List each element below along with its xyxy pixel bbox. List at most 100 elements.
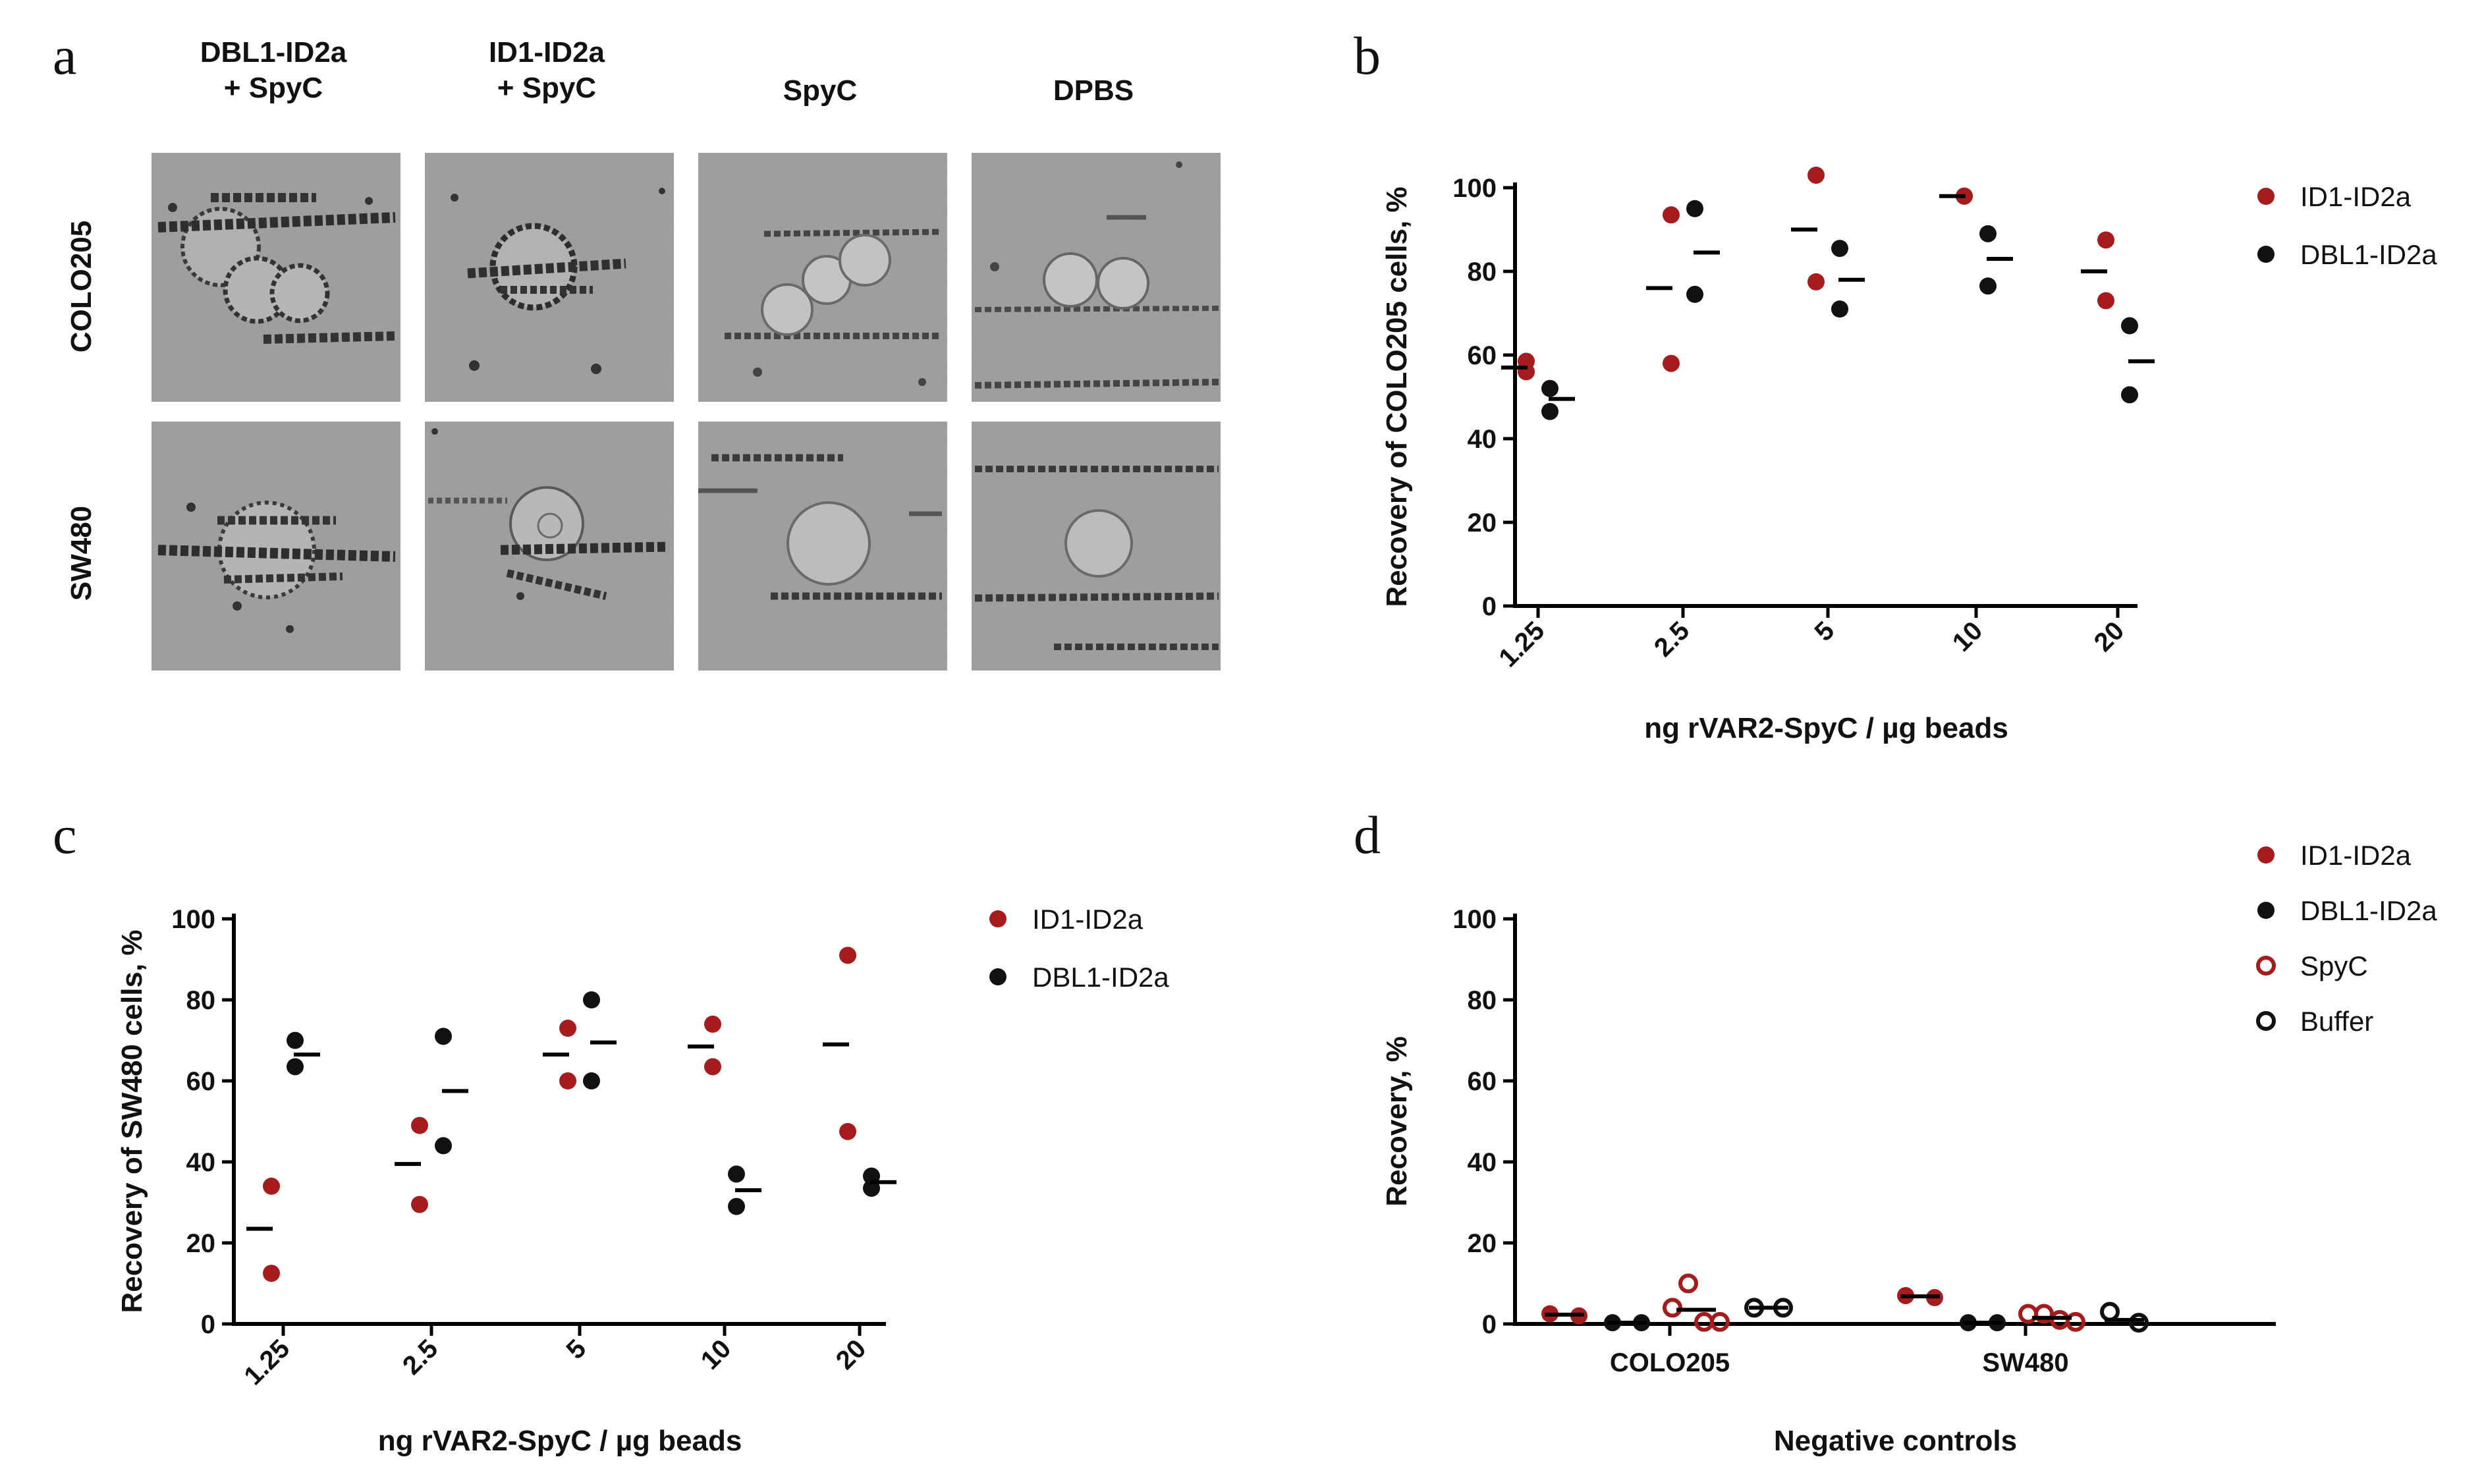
legend-label: DBL1-ID2a — [2300, 895, 2437, 926]
legend-marker — [2256, 956, 2276, 976]
column-title-3: SpyC — [783, 74, 857, 107]
data-point-dbl1-id2a — [435, 1028, 452, 1045]
micrograph-sw480-id1-id2a — [425, 422, 674, 671]
y-tick-label: 60 — [1468, 341, 1497, 370]
data-point-dbl1-id2a — [728, 1165, 745, 1183]
data-point-dbl1-id2a — [1979, 225, 1997, 242]
data-point-id1-id2a — [2097, 292, 2114, 310]
x-tick-label: 2.5 — [1649, 616, 1695, 662]
x-tick-label: 5 — [1809, 616, 1840, 647]
data-point-spyc — [1678, 1273, 1698, 1294]
micrograph-colo205-dpbs — [972, 153, 1221, 402]
svg-text:DBL1-ID2a: DBL1-ID2a — [200, 36, 347, 69]
data-point-dbl1-id2a — [728, 1197, 745, 1215]
legend-label: ID1-ID2a — [2300, 840, 2412, 871]
y-axis-title: Recovery of COLO205 cells, % — [1381, 186, 1413, 607]
y-tick-label: 40 — [186, 1148, 216, 1177]
y-tick-label: 20 — [186, 1229, 216, 1258]
y-tick-label: 80 — [1468, 986, 1497, 1015]
data-point-buffer — [2129, 1313, 2149, 1333]
x-tick-label: SW480 — [1982, 1348, 2068, 1377]
micrograph-sw480-dbl1-id2a — [152, 422, 400, 671]
x-tick-label: 20 — [831, 1334, 872, 1375]
legend-label: ID1-ID2a — [1032, 904, 1144, 935]
data-point-id1-id2a — [704, 1015, 721, 1033]
data-point-id1-id2a — [559, 1020, 576, 1037]
x-axis-title: Negative controls — [1774, 1425, 2017, 1457]
data-point-dbl1-id2a — [1686, 285, 1703, 303]
data-point-spyc — [2066, 1311, 2085, 1332]
legend-marker — [2257, 902, 2275, 919]
data-point-id1-id2a — [1663, 354, 1680, 372]
x-tick-label: 2.5 — [397, 1334, 443, 1380]
data-point-spyc — [1694, 1311, 1714, 1332]
y-tick-label: 60 — [186, 1067, 216, 1096]
panel-a: a DBL1-ID2a + SpyC ID1-ID2a + SpyC SpyC … — [53, 26, 1221, 671]
data-point-id1-id2a — [839, 1122, 856, 1140]
data-point-id1-id2a — [411, 1195, 428, 1213]
legend-marker — [2257, 846, 2275, 864]
data-point-spyc — [2034, 1304, 2054, 1324]
legend-marker — [2257, 246, 2275, 263]
data-point-id1-id2a — [839, 947, 856, 964]
legend-marker — [989, 910, 1007, 927]
data-point-dbl1-id2a — [287, 1031, 304, 1049]
x-tick-label: 10 — [696, 1334, 737, 1375]
y-axis-title: Recovery of SW480 cells, % — [116, 929, 148, 1313]
legend-label: DBL1-ID2a — [1032, 962, 1169, 993]
y-tick-label: 60 — [1468, 1067, 1497, 1096]
x-tick-label: 10 — [1947, 616, 1989, 657]
y-tick-label: 80 — [186, 986, 216, 1015]
y-axis-title: Recovery, % — [1381, 1036, 1413, 1206]
legend-marker — [989, 968, 1007, 985]
column-title-1: DBL1-ID2a + SpyC — [200, 36, 347, 104]
column-title-2: ID1-ID2a + SpyC — [489, 36, 605, 104]
x-tick-label: 1.25 — [1493, 616, 1550, 673]
y-tick-label: 100 — [1452, 905, 1497, 934]
row-label-colo205: COLO205 — [65, 221, 97, 353]
data-point-id1-id2a — [263, 1177, 280, 1195]
y-tick-label: 100 — [1452, 174, 1497, 203]
data-point-buffer — [2100, 1302, 2120, 1322]
data-point-dbl1-id2a — [583, 991, 600, 1008]
micrograph-colo205-dbl1-id2a — [152, 153, 400, 402]
svg-text:DPBS: DPBS — [1053, 74, 1134, 107]
legend-label: DBL1-ID2a — [2300, 239, 2437, 270]
legend-marker — [2257, 188, 2275, 205]
panel-b: b 0 20 40 60 80 100 1.25 2.5 5 10 20 Recovery of CO… — [1354, 26, 2437, 744]
y-tick-label: 20 — [1468, 1229, 1497, 1258]
micrograph-colo205-spyc — [698, 153, 947, 402]
data-point-dbl1-id2a — [2121, 386, 2138, 404]
panel-c: c 0 20 40 60 80 100 1.25 2.5 5 10 20 Recovery of SW… — [53, 805, 1169, 1457]
data-point-id1-id2a — [263, 1265, 280, 1282]
row-label-sw480: SW480 — [65, 506, 97, 601]
y-tick-label: 80 — [1468, 258, 1497, 287]
svg-text:+ SpyC: + SpyC — [497, 72, 596, 104]
x-axis-title: ng rVAR2-SpyC / µg beads — [1644, 712, 2008, 744]
data-point-id1-id2a — [411, 1116, 428, 1134]
panel-letter-a: a — [53, 26, 76, 86]
svg-text:SpyC: SpyC — [783, 74, 857, 107]
data-point-dbl1-id2a — [1831, 240, 1848, 258]
data-point-spyc — [1663, 1298, 1682, 1318]
column-title-4: DPBS — [1053, 74, 1134, 107]
x-tick-label: 1.25 — [238, 1334, 295, 1390]
y-tick-label: 40 — [1468, 425, 1497, 454]
micrograph-colo205-id1-id2a — [425, 153, 674, 402]
x-tick-label: 20 — [2089, 616, 2130, 657]
data-point-dbl1-id2a — [1831, 300, 1848, 318]
micrograph-sw480-dpbs — [972, 422, 1221, 671]
data-point-dbl1-id2a — [1541, 379, 1558, 397]
y-tick-label: 0 — [1482, 1310, 1497, 1339]
y-tick-label: 100 — [171, 905, 215, 934]
panel-letter-c: c — [53, 805, 76, 865]
legend-label: ID1-ID2a — [2300, 181, 2412, 212]
data-point-id1-id2a — [559, 1072, 576, 1089]
legend-label: SpyC — [2300, 950, 2368, 981]
svg-text:+ SpyC: + SpyC — [224, 72, 323, 104]
panel-letter-d: d — [1354, 805, 1381, 865]
y-tick-label: 0 — [1482, 592, 1497, 621]
data-point-dbl1-id2a — [583, 1072, 600, 1089]
data-point-id1-id2a — [704, 1058, 721, 1076]
